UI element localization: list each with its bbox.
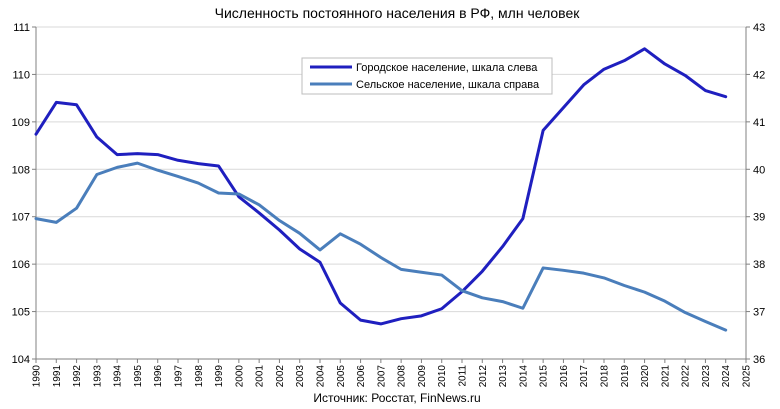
x-tick-label: 2025 xyxy=(742,365,753,388)
x-tick-label: 1996 xyxy=(153,365,164,388)
left-tick-label: 107 xyxy=(12,212,30,224)
left-tick-label: 106 xyxy=(12,259,30,271)
x-tick-label: 2000 xyxy=(234,365,245,388)
x-tick-label: 1990 xyxy=(32,365,43,388)
x-tick-label: 2020 xyxy=(640,365,651,388)
right-tick-label: 39 xyxy=(753,212,765,224)
legend-label-rural: Сельское население, шкала справа xyxy=(356,79,540,91)
left-tick-label: 110 xyxy=(12,69,30,81)
series-group xyxy=(34,47,728,332)
x-tick-label: 2024 xyxy=(721,365,732,388)
x-tick-label: 2016 xyxy=(559,365,570,388)
x-tick-label: 2011 xyxy=(458,365,469,387)
right-tick-label: 40 xyxy=(753,164,765,176)
right-tick-label: 42 xyxy=(753,69,765,81)
left-tick-label: 105 xyxy=(12,307,30,319)
x-tick-label: 2023 xyxy=(701,365,712,388)
series-line-urban xyxy=(34,47,728,326)
x-tick-label: 2015 xyxy=(539,365,550,388)
series-line-rural xyxy=(34,161,728,332)
right-tick-label: 43 xyxy=(753,22,765,34)
x-tick-label: 1991 xyxy=(52,365,63,388)
x-tick-label: 2013 xyxy=(498,365,509,388)
x-tick-label: 2005 xyxy=(336,365,347,388)
left-tick-label: 108 xyxy=(12,164,30,176)
right-axis-ticks: 36 37 38 39 40 41 42 43 xyxy=(746,22,765,366)
x-tick-label: 1992 xyxy=(72,365,83,388)
x-tick-label: 1998 xyxy=(194,365,205,388)
x-tick-label: 1994 xyxy=(113,365,124,388)
x-tick-label: 2018 xyxy=(600,365,611,388)
x-tick-label: 2009 xyxy=(417,365,428,388)
legend-box xyxy=(301,57,553,95)
legend-label-urban: Городское население, шкала слева xyxy=(356,62,538,74)
chart-title: Численность постоянного населения в РФ, … xyxy=(215,5,581,21)
right-tick-label: 37 xyxy=(753,307,765,319)
x-tick-label: 2004 xyxy=(316,365,327,388)
x-tick-label: 2003 xyxy=(295,365,306,388)
legend: Городское население, шкала слева Сельско… xyxy=(301,57,553,95)
x-tick-label: 2007 xyxy=(376,365,387,388)
x-tick-label: 1997 xyxy=(174,365,185,388)
right-tick-label: 38 xyxy=(753,259,765,271)
x-tick-label: 2014 xyxy=(518,365,529,388)
x-axis-ticks: 1990 1991 1992 1993 1994 1995 1996 1997 1998 1999… xyxy=(32,359,753,387)
left-axis-ticks: 104 105 106 107 108 109 110 111 xyxy=(12,22,36,366)
x-tick-label: 2012 xyxy=(478,365,489,388)
left-tick-label: 104 xyxy=(12,354,30,366)
x-tick-label: 1995 xyxy=(133,365,144,388)
x-tick-label: 1999 xyxy=(214,365,225,388)
x-tick-label: 2019 xyxy=(620,365,631,388)
left-tick-label: 109 xyxy=(12,117,30,129)
x-tick-label: 2002 xyxy=(275,365,286,388)
x-tick-label: 2017 xyxy=(579,365,590,388)
chart-source: Источник: Росстат, FinNews.ru xyxy=(313,391,480,405)
x-tick-label: 1993 xyxy=(92,365,103,388)
x-tick-label: 2021 xyxy=(660,365,671,388)
x-tick-label: 2010 xyxy=(437,365,448,388)
right-tick-label: 41 xyxy=(753,117,765,129)
left-tick-label: 111 xyxy=(13,22,30,34)
right-tick-label: 36 xyxy=(753,354,765,366)
axes xyxy=(35,27,747,360)
x-tick-label: 2001 xyxy=(255,365,266,388)
x-tick-label: 2008 xyxy=(397,365,408,388)
x-tick-label: 2022 xyxy=(681,365,692,388)
x-tick-label: 2006 xyxy=(356,365,367,388)
